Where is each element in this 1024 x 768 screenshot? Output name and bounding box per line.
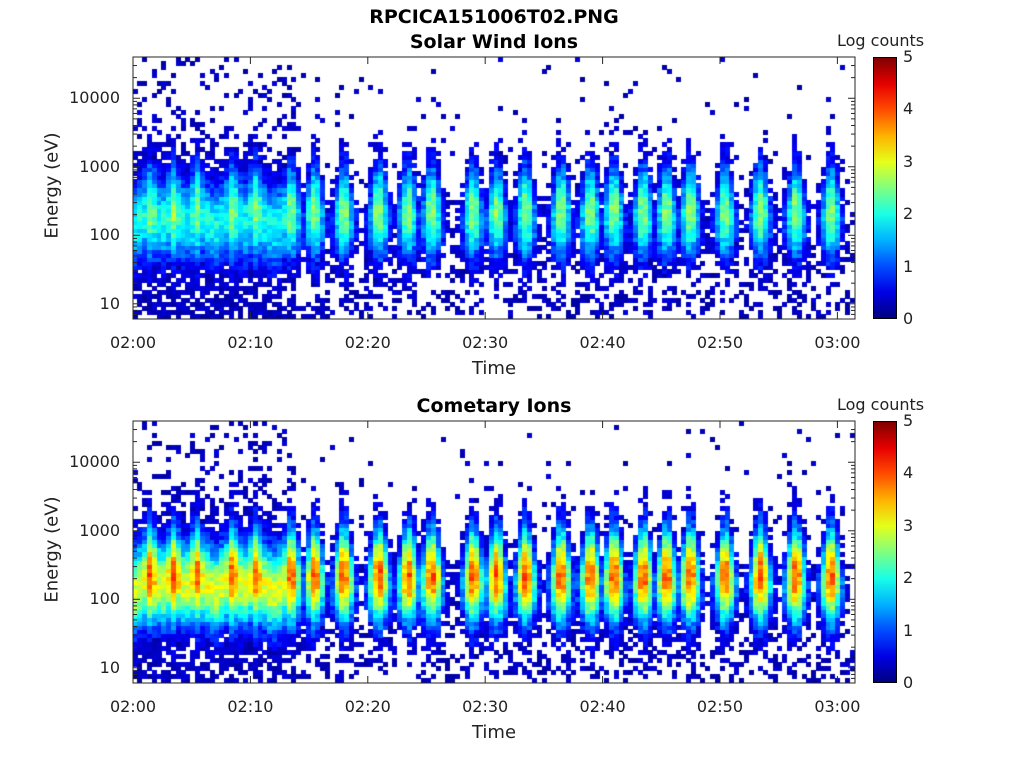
colorbar-tick-label: 4 — [903, 463, 914, 483]
axes-cometary — [132, 420, 856, 684]
colorbar-tick-label: 2 — [903, 204, 914, 224]
x-tick-label: 02:40 — [579, 697, 626, 716]
colorbar-tick-label: 4 — [903, 99, 914, 119]
x-tick-label: 02:00 — [109, 697, 157, 716]
colorbar-tick-label: 2 — [903, 568, 914, 588]
heatmap-canvas-cometary — [133, 421, 855, 683]
y-tick-label: 10 — [99, 293, 120, 313]
plot-frame — [132, 420, 856, 684]
plot-frame — [132, 56, 856, 320]
x-axis-label-solar-wind: Time — [471, 358, 517, 379]
x-tick-label: 02:10 — [227, 697, 274, 716]
colorbar-tick-label: 0 — [903, 673, 914, 692]
colorbar-tick-label: 3 — [903, 515, 914, 535]
colorbar-tick-label: 3 — [903, 151, 914, 171]
colorbar-tick-label: 1 — [903, 620, 914, 640]
x-tick-label: 03:00 — [814, 697, 861, 716]
x-tick-label: 02:30 — [462, 697, 509, 716]
x-tick-label: 02:30 — [462, 333, 509, 352]
y-tick-label: 100 — [89, 589, 120, 609]
heatmap-canvas-solar-wind — [133, 57, 855, 319]
colorbar-title-solar-wind: Log counts — [837, 31, 925, 50]
y-tick-label: 10000 — [69, 88, 120, 108]
y-tick-label: 10 — [99, 657, 120, 677]
colorbar-title-cometary: Log counts — [837, 395, 925, 414]
x-tick-label: 02:40 — [579, 333, 626, 352]
y-tick-label: 1000 — [79, 156, 120, 176]
x-tick-label: 02:20 — [344, 697, 391, 716]
y-tick-label: 100 — [89, 225, 120, 245]
colorbar-cometary — [873, 421, 897, 683]
colorbar-tick-label: 0 — [903, 309, 914, 328]
axes-solar-wind — [132, 56, 856, 320]
x-tick-label: 02:50 — [696, 333, 744, 352]
x-axis-label-cometary: Time — [471, 722, 517, 743]
colorbar-solar-wind — [873, 57, 897, 319]
panel-title-cometary: Cometary Ions — [416, 395, 572, 417]
figure-title: RPCICA151006T02.PNG — [369, 6, 619, 28]
y-tick-label: 1000 — [79, 520, 120, 540]
colorbar-tick-label: 5 — [903, 411, 914, 430]
x-tick-label: 02:50 — [696, 697, 744, 716]
x-tick-label: 02:00 — [109, 333, 157, 352]
x-tick-label: 02:10 — [227, 333, 274, 352]
heatmap-cometary-ions — [132, 420, 856, 684]
colorbar-tick-label: 1 — [903, 256, 914, 276]
x-tick-label: 03:00 — [814, 333, 861, 352]
heatmap-solar-wind-ions — [132, 56, 856, 320]
colorbar-tick-label: 5 — [903, 47, 914, 66]
x-tick-label: 02:20 — [344, 333, 391, 352]
panel-title-solar-wind: Solar Wind Ions — [409, 31, 579, 53]
y-tick-label: 10000 — [69, 452, 120, 472]
